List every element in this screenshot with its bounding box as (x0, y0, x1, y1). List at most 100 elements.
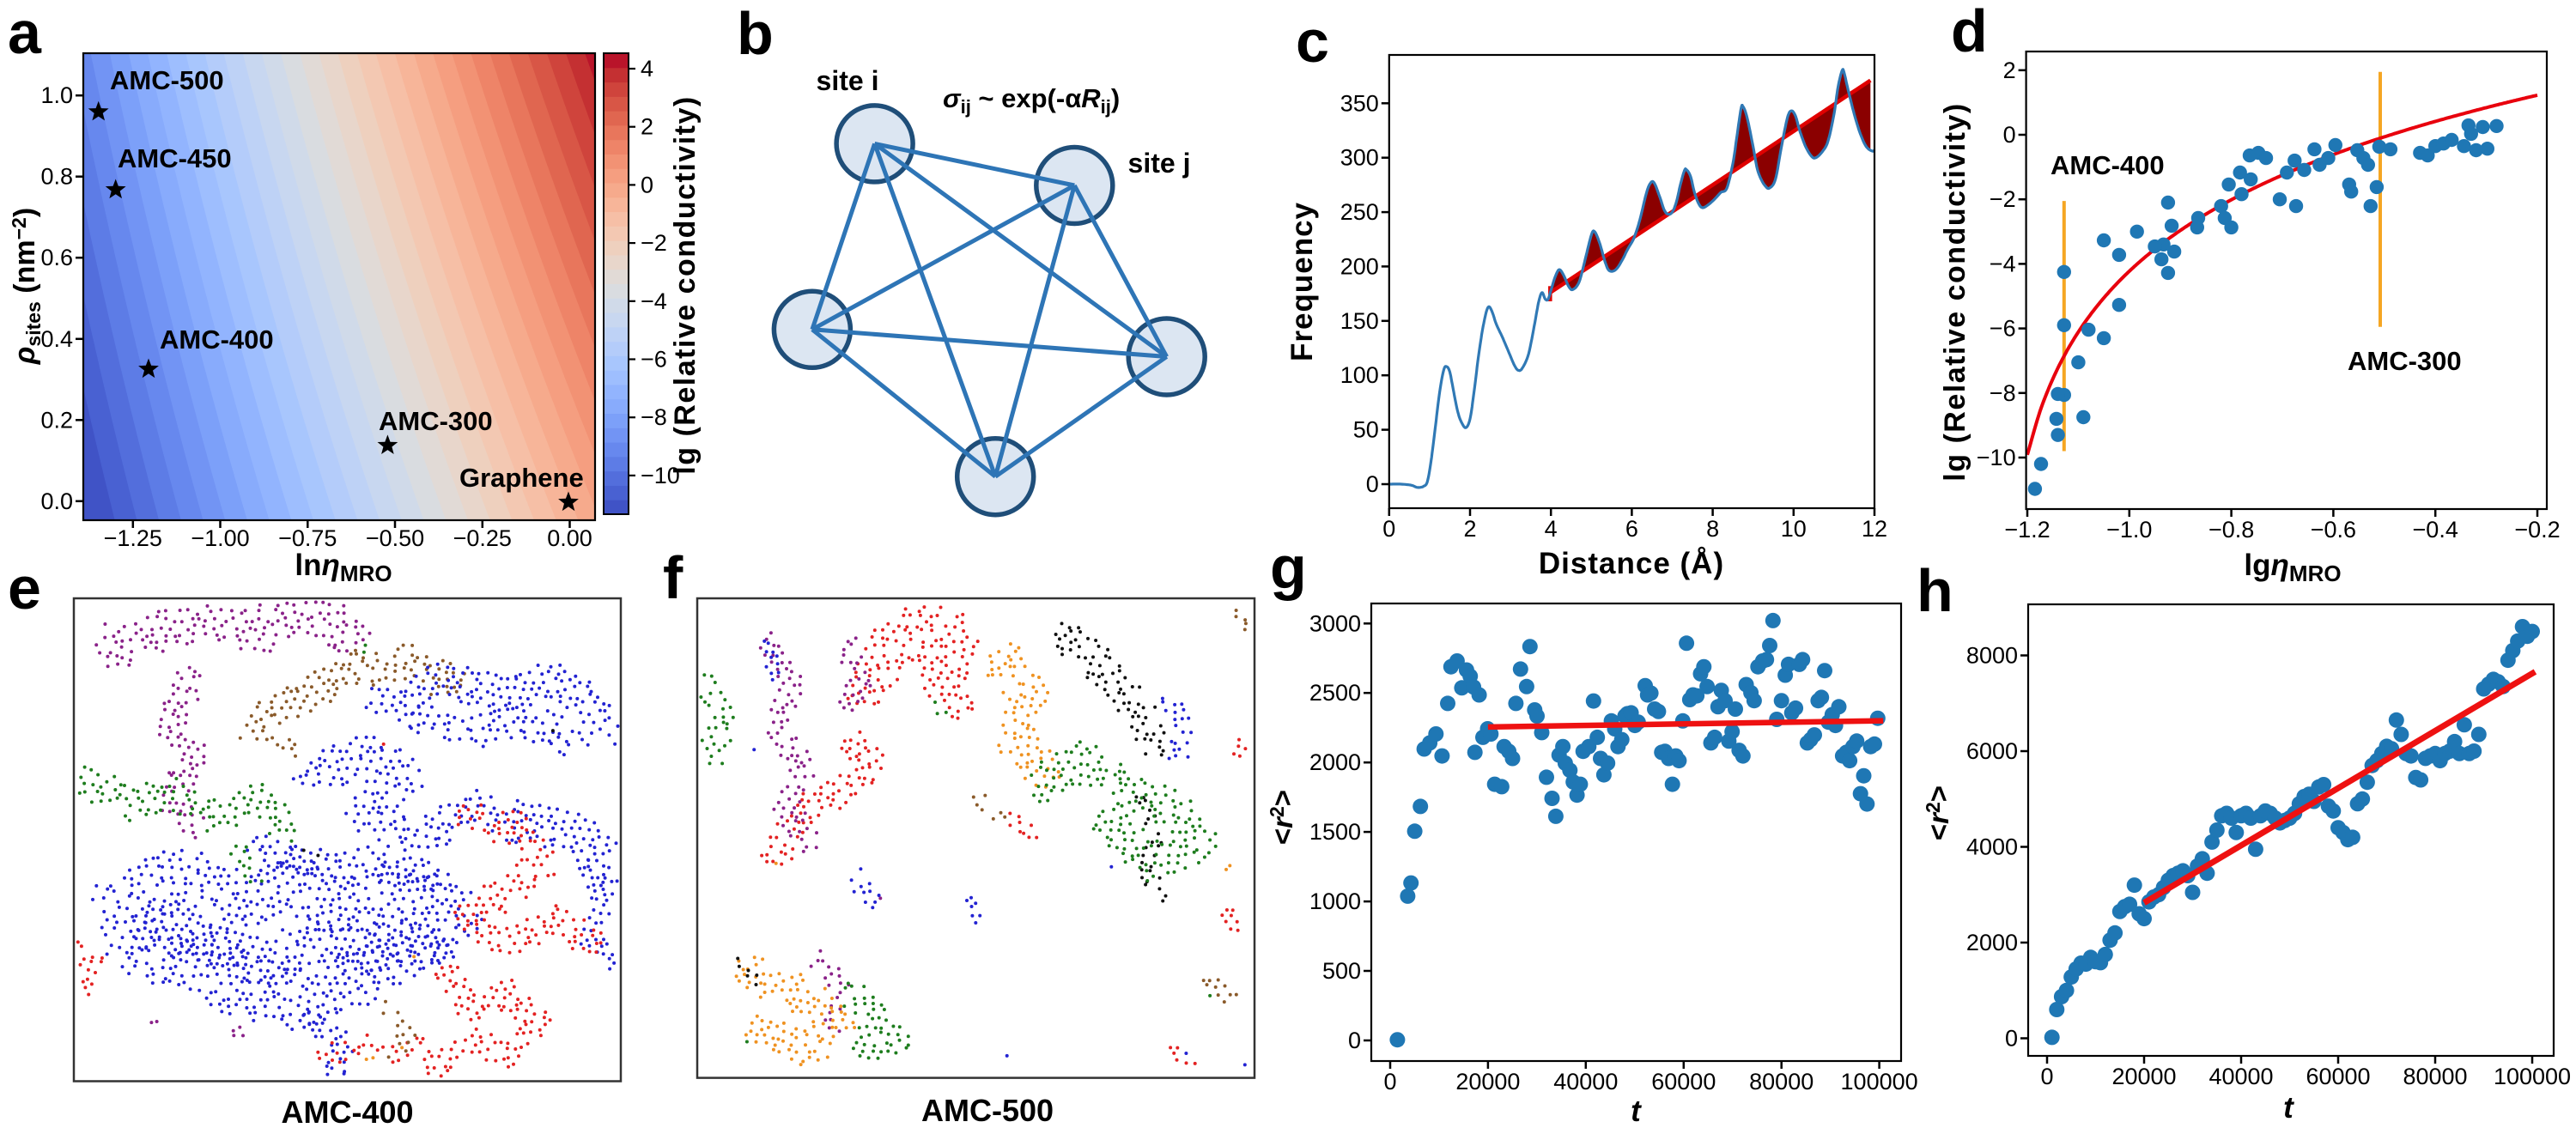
svg-text:−4: −4 (641, 288, 667, 314)
svg-text:σij ~ exp(-αRij): σij ~ exp(-αRij) (943, 83, 1120, 118)
svg-text:−10: −10 (641, 463, 680, 488)
svg-text:<r2>: <r2> (1922, 785, 1954, 840)
svg-text:100000: 100000 (1841, 1069, 1918, 1095)
svg-text:150: 150 (1340, 308, 1379, 334)
svg-text:Distance (Å): Distance (Å) (1539, 546, 1724, 580)
svg-text:100: 100 (1340, 362, 1379, 388)
svg-text:AMC-300: AMC-300 (379, 406, 493, 436)
svg-text:80000: 80000 (2403, 1064, 2467, 1089)
svg-text:60000: 60000 (1651, 1069, 1716, 1095)
svg-text:−1.25: −1.25 (104, 525, 162, 551)
svg-text:−0.6: −0.6 (2311, 517, 2356, 543)
svg-text:0: 0 (2040, 1064, 2053, 1089)
svg-text:0.2: 0.2 (40, 407, 73, 433)
svg-text:1500: 1500 (1309, 819, 1361, 845)
svg-text:site i: site i (817, 65, 879, 96)
svg-text:−2: −2 (1990, 186, 2016, 212)
svg-text:40000: 40000 (2208, 1064, 2273, 1089)
svg-text:1000: 1000 (1309, 888, 1361, 914)
svg-text:−6: −6 (641, 347, 667, 373)
svg-text:−0.75: −0.75 (278, 525, 337, 551)
svg-text:2500: 2500 (1309, 680, 1361, 706)
svg-text:−8: −8 (641, 404, 667, 430)
svg-text:−0.50: −0.50 (366, 525, 424, 551)
svg-text:AMC-500: AMC-500 (110, 65, 224, 95)
svg-text:AMC-400: AMC-400 (2050, 150, 2165, 180)
svg-text:350: 350 (1340, 90, 1379, 116)
svg-text:g: g (1270, 534, 1307, 601)
svg-text:ρsites (nm−2): ρsites (nm−2) (8, 208, 45, 365)
svg-text:−1.00: −1.00 (191, 525, 249, 551)
svg-text:6000: 6000 (1966, 738, 2018, 764)
svg-text:Graphene: Graphene (459, 463, 584, 493)
svg-text:e: e (8, 555, 41, 622)
svg-text:10: 10 (1781, 516, 1807, 542)
svg-text:0.4: 0.4 (40, 326, 73, 352)
svg-text:0: 0 (1382, 516, 1395, 542)
svg-text:0: 0 (1383, 1069, 1396, 1095)
svg-text:20000: 20000 (2111, 1064, 2176, 1089)
svg-text:AMC-450: AMC-450 (118, 143, 232, 173)
svg-text:4: 4 (1545, 516, 1558, 542)
svg-text:a: a (8, 0, 42, 66)
svg-text:0: 0 (2003, 122, 2016, 148)
svg-text:t: t (2283, 1091, 2294, 1125)
svg-text:0.00: 0.00 (547, 525, 592, 551)
svg-text:8000: 8000 (1966, 643, 2018, 669)
svg-text:site j: site j (1128, 148, 1191, 179)
svg-text:100000: 100000 (2494, 1064, 2571, 1089)
svg-text:d: d (1951, 0, 1988, 64)
svg-text:t: t (1631, 1095, 1642, 1128)
svg-text:0: 0 (1366, 471, 1379, 497)
svg-text:2: 2 (2003, 58, 2016, 83)
svg-text:4: 4 (641, 56, 653, 82)
svg-text:−0.2: −0.2 (2514, 517, 2560, 543)
svg-text:AMC-300: AMC-300 (2348, 346, 2462, 376)
svg-text:250: 250 (1340, 199, 1379, 225)
svg-text:AMC-500: AMC-500 (921, 1093, 1054, 1128)
svg-text:−10: −10 (1977, 445, 2016, 470)
svg-text:b: b (737, 0, 774, 67)
svg-text:40000: 40000 (1553, 1069, 1618, 1095)
svg-text:2000: 2000 (1966, 930, 2018, 955)
svg-text:20000: 20000 (1455, 1069, 1520, 1095)
svg-text:80000: 80000 (1749, 1069, 1814, 1095)
svg-text:4000: 4000 (1966, 834, 2018, 860)
svg-text:0.0: 0.0 (40, 488, 73, 514)
svg-text:c: c (1296, 8, 1329, 75)
svg-text:0: 0 (1348, 1028, 1361, 1053)
svg-text:300: 300 (1340, 145, 1379, 171)
svg-text:−0.4: −0.4 (2413, 517, 2458, 543)
svg-text:AMC-400: AMC-400 (160, 324, 274, 355)
svg-text:2: 2 (1463, 516, 1476, 542)
svg-text:6: 6 (1625, 516, 1638, 542)
svg-text:AMC-400: AMC-400 (281, 1095, 413, 1130)
svg-text:−2: −2 (641, 230, 667, 256)
svg-text:12: 12 (1862, 516, 1887, 542)
svg-text:0: 0 (641, 172, 653, 197)
svg-text:−0.8: −0.8 (2208, 517, 2254, 543)
svg-text:−8: −8 (1990, 380, 2016, 406)
svg-text:0: 0 (2005, 1026, 2018, 1052)
svg-text:−1.0: −1.0 (2106, 517, 2152, 543)
svg-text:<r2>: <r2> (1266, 790, 1298, 845)
svg-text:2000: 2000 (1309, 749, 1361, 775)
svg-text:1.0: 1.0 (40, 82, 73, 108)
svg-text:lg (Relative conductivity): lg (Relative conductivity) (1939, 102, 1971, 481)
svg-text:lg (Relative conductivity): lg (Relative conductivity) (669, 95, 702, 474)
svg-text:3000: 3000 (1309, 610, 1361, 636)
svg-text:f: f (663, 544, 683, 611)
svg-text:0.8: 0.8 (40, 164, 73, 190)
svg-text:8: 8 (1706, 516, 1719, 542)
svg-text:Frequency: Frequency (1285, 202, 1319, 361)
svg-text:50: 50 (1353, 417, 1379, 443)
svg-text:200: 200 (1340, 253, 1379, 279)
svg-text:60000: 60000 (2306, 1064, 2370, 1089)
svg-text:500: 500 (1322, 958, 1361, 984)
svg-text:2: 2 (641, 114, 653, 140)
svg-text:−1.2: −1.2 (2004, 517, 2050, 543)
svg-text:−0.25: −0.25 (453, 525, 512, 551)
svg-text:−4: −4 (1990, 251, 2016, 276)
svg-text:0.6: 0.6 (40, 245, 73, 270)
svg-text:h: h (1917, 557, 1953, 624)
